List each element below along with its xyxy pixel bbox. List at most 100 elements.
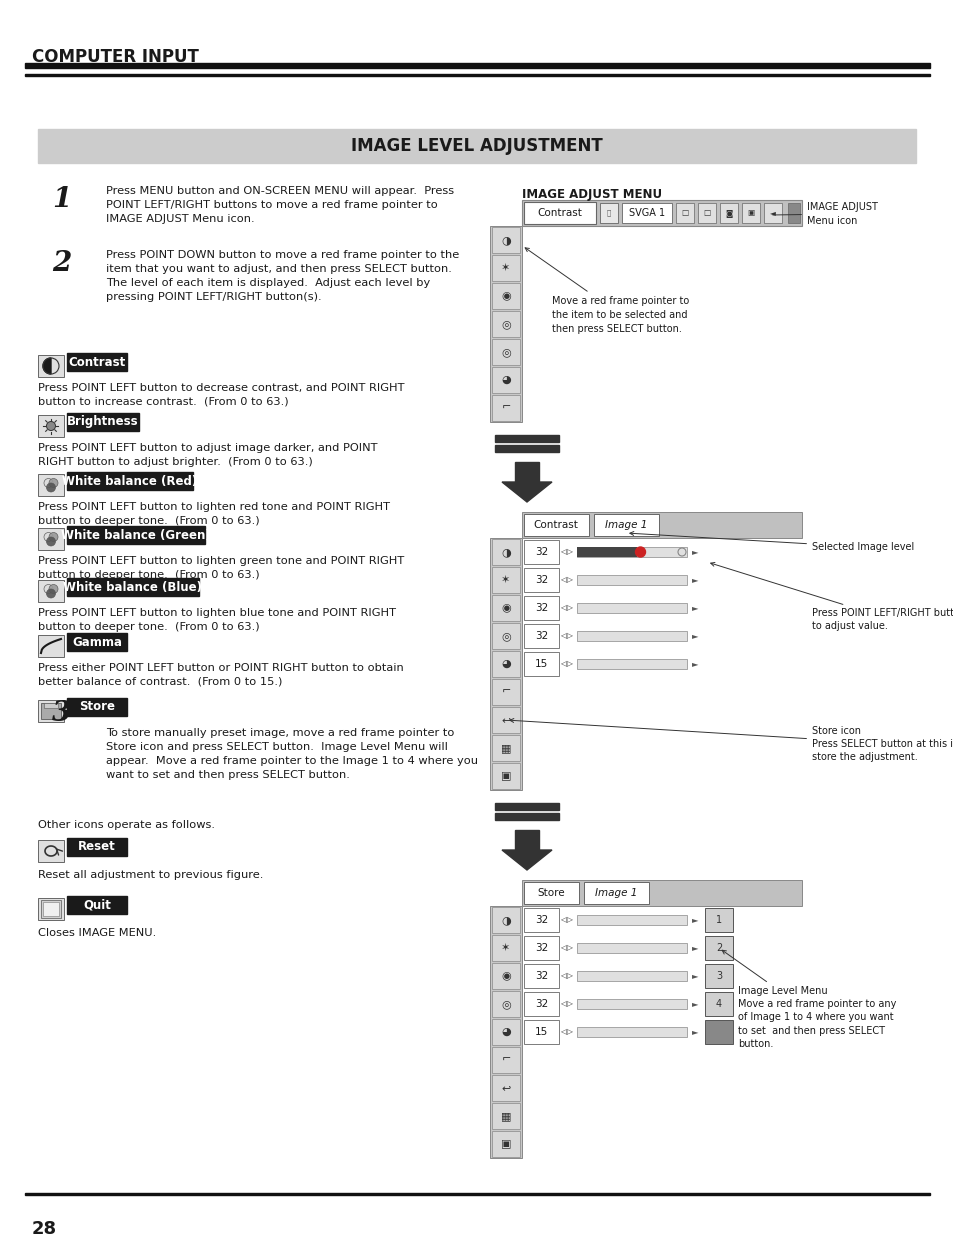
Text: ◎: ◎ — [500, 631, 511, 641]
Text: ►: ► — [691, 999, 698, 1009]
Bar — [490, 906, 521, 1158]
Text: Press POINT LEFT button to lighten red tone and POINT RIGHT
button to deeper ton: Press POINT LEFT button to lighten red t… — [38, 501, 390, 526]
Text: ◑: ◑ — [500, 235, 511, 245]
Text: ⌐: ⌐ — [500, 1055, 510, 1065]
Bar — [492, 1019, 519, 1045]
Bar — [492, 1131, 519, 1157]
Bar — [25, 1193, 929, 1195]
Bar — [704, 965, 732, 988]
Text: IMAGE ADJUST
Menu icon: IMAGE ADJUST Menu icon — [772, 203, 877, 226]
Text: Image Level Menu
Move a red frame pointer to any
of Image 1 to 4 where you want
: Image Level Menu Move a red frame pointe… — [721, 950, 896, 1049]
Bar — [583, 882, 648, 904]
Bar — [594, 514, 659, 536]
Text: ►: ► — [691, 972, 698, 981]
Text: ◎: ◎ — [500, 347, 511, 357]
Text: Press POINT LEFT button to decrease contrast, and POINT RIGHT
button to increase: Press POINT LEFT button to decrease cont… — [38, 383, 404, 408]
Bar — [492, 651, 519, 677]
Text: ✶: ✶ — [500, 576, 510, 585]
Bar — [577, 944, 686, 953]
Bar — [523, 652, 558, 676]
Bar — [495, 445, 558, 452]
Circle shape — [44, 532, 53, 541]
Bar — [492, 338, 519, 366]
Bar — [67, 526, 205, 543]
Polygon shape — [501, 482, 552, 501]
Text: ◁▷: ◁▷ — [560, 659, 573, 668]
Bar — [38, 354, 64, 377]
Text: ◕: ◕ — [500, 1028, 511, 1037]
Text: Selected Image level: Selected Image level — [629, 531, 913, 552]
Text: Contrast: Contrast — [69, 356, 126, 368]
Circle shape — [49, 532, 58, 541]
Text: 32: 32 — [535, 915, 548, 925]
Bar — [44, 703, 58, 708]
Bar — [577, 631, 686, 641]
Text: 15: 15 — [535, 1028, 548, 1037]
Text: ◁▷: ◁▷ — [560, 604, 573, 613]
Bar — [492, 567, 519, 593]
Bar — [492, 1103, 519, 1129]
Bar — [25, 63, 929, 68]
Bar — [577, 971, 686, 981]
Text: ◁▷: ◁▷ — [560, 915, 573, 925]
Text: Store: Store — [79, 700, 115, 714]
Text: ►: ► — [691, 944, 698, 952]
Bar — [492, 1074, 519, 1100]
Bar — [490, 538, 521, 790]
Text: Quit: Quit — [83, 899, 111, 911]
Text: Image 1: Image 1 — [594, 888, 637, 898]
Bar — [523, 540, 558, 564]
Bar — [676, 203, 693, 224]
Text: 15: 15 — [535, 659, 548, 669]
Text: Contrast: Contrast — [533, 520, 578, 530]
Text: ▦: ▦ — [500, 743, 511, 753]
Bar — [523, 882, 578, 904]
Bar — [67, 698, 127, 716]
Text: Reset: Reset — [78, 841, 115, 853]
Polygon shape — [501, 850, 552, 869]
Circle shape — [635, 547, 645, 557]
Text: ▣: ▣ — [746, 209, 754, 217]
Text: Press POINT DOWN button to move a red frame pointer to the
item that you want to: Press POINT DOWN button to move a red fr… — [106, 249, 458, 303]
Bar — [38, 128, 915, 163]
Bar — [492, 367, 519, 393]
Bar — [492, 763, 519, 789]
Bar — [38, 635, 64, 657]
Bar — [787, 203, 800, 224]
Text: ►: ► — [691, 631, 698, 641]
Text: ⌐: ⌐ — [500, 687, 510, 697]
Bar — [577, 547, 686, 557]
Bar — [492, 906, 519, 932]
Text: ⬛: ⬛ — [606, 210, 611, 216]
Bar — [577, 576, 686, 585]
Text: Press MENU button and ON-SCREEN MENU will appear.  Press
POINT LEFT/RIGHT button: Press MENU button and ON-SCREEN MENU wil… — [106, 186, 454, 224]
Bar — [41, 703, 61, 719]
Circle shape — [47, 589, 55, 598]
Text: 2: 2 — [715, 944, 721, 953]
Bar — [67, 412, 139, 431]
Text: ◎: ◎ — [500, 999, 511, 1009]
Circle shape — [47, 537, 55, 546]
Text: □: □ — [702, 209, 710, 217]
Circle shape — [47, 421, 55, 431]
Bar — [67, 634, 127, 651]
Bar — [492, 395, 519, 421]
Text: ►: ► — [691, 1028, 698, 1036]
Text: Closes IMAGE MENU.: Closes IMAGE MENU. — [38, 927, 156, 939]
Circle shape — [49, 478, 58, 488]
Bar — [492, 735, 519, 761]
Text: ◕: ◕ — [500, 659, 511, 669]
Bar — [763, 203, 781, 224]
Text: ◄: ◄ — [769, 209, 775, 217]
Text: 32: 32 — [535, 944, 548, 953]
Text: Move a red frame pointer to
the item to be selected and
then press SELECT button: Move a red frame pointer to the item to … — [524, 248, 688, 333]
Text: ◁▷: ◁▷ — [560, 631, 573, 641]
Bar — [25, 74, 929, 77]
Text: 32: 32 — [535, 576, 548, 585]
Bar — [577, 999, 686, 1009]
Text: ◉: ◉ — [500, 603, 511, 613]
Text: 3: 3 — [715, 971, 721, 981]
Bar — [523, 597, 558, 620]
Text: ◁▷: ◁▷ — [560, 972, 573, 981]
Text: ↩: ↩ — [500, 715, 510, 725]
